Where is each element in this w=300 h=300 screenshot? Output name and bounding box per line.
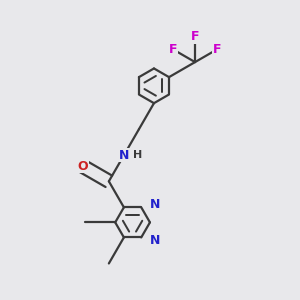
Text: N: N	[150, 234, 161, 247]
Text: F: F	[213, 43, 221, 56]
Text: F: F	[191, 30, 199, 43]
Text: N: N	[119, 149, 129, 162]
Text: O: O	[77, 160, 88, 173]
Text: N: N	[150, 198, 161, 211]
Text: F: F	[169, 43, 177, 56]
Text: H: H	[133, 150, 142, 160]
